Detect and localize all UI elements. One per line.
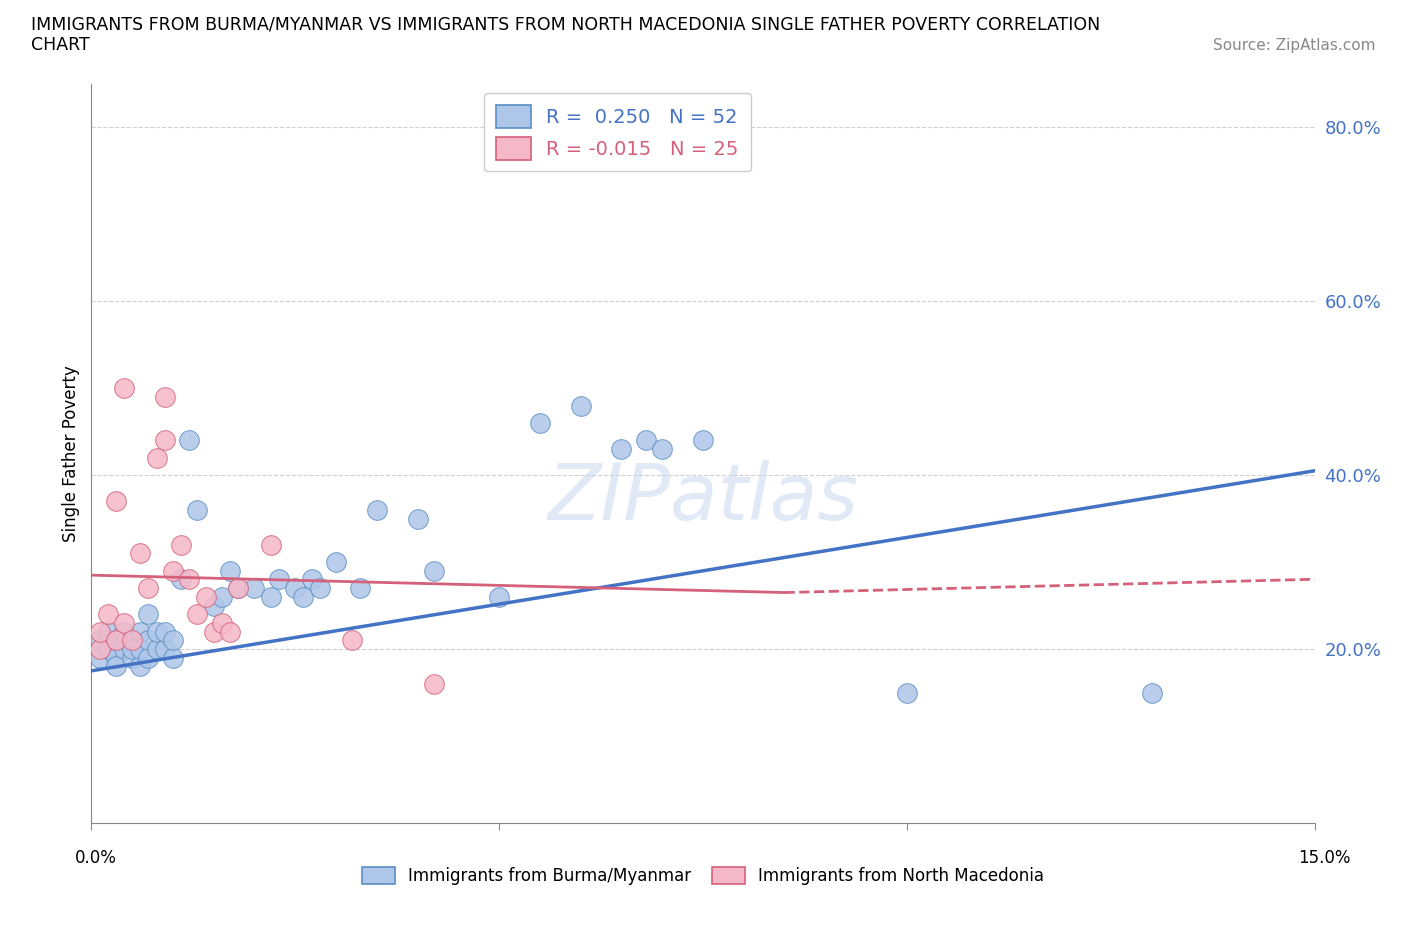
- Point: [211, 590, 233, 604]
- Point: [243, 580, 266, 595]
- Point: [121, 633, 143, 648]
- Point: [138, 580, 160, 595]
- Point: [138, 607, 160, 622]
- Point: [342, 633, 364, 648]
- Point: [121, 633, 143, 648]
- Point: [129, 546, 152, 561]
- Text: Source: ZipAtlas.com: Source: ZipAtlas.com: [1212, 38, 1375, 53]
- Point: [349, 580, 371, 595]
- Point: [89, 650, 111, 665]
- Point: [226, 580, 249, 595]
- Point: [634, 432, 657, 447]
- Point: [97, 642, 120, 657]
- Point: [104, 650, 127, 665]
- Point: [104, 494, 127, 509]
- Point: [692, 432, 714, 447]
- Point: [162, 650, 184, 665]
- Point: [423, 676, 446, 691]
- Point: [194, 590, 217, 604]
- Legend: Immigrants from Burma/Myanmar, Immigrants from North Macedonia: Immigrants from Burma/Myanmar, Immigrant…: [356, 860, 1050, 892]
- Point: [896, 685, 918, 700]
- Point: [219, 564, 242, 578]
- Point: [423, 564, 446, 578]
- Point: [219, 624, 242, 639]
- Legend: R =  0.250   N = 52, R = -0.015   N = 25: R = 0.250 N = 52, R = -0.015 N = 25: [484, 93, 751, 171]
- Text: CHART: CHART: [31, 36, 90, 54]
- Point: [179, 432, 201, 447]
- Point: [186, 607, 208, 622]
- Point: [170, 572, 193, 587]
- Point: [170, 538, 193, 552]
- Point: [89, 633, 111, 648]
- Point: [145, 450, 167, 465]
- Point: [112, 616, 135, 631]
- Point: [138, 633, 160, 648]
- Point: [104, 633, 127, 648]
- Point: [97, 624, 120, 639]
- Point: [202, 598, 225, 613]
- Point: [366, 502, 388, 517]
- Point: [145, 642, 167, 657]
- Point: [529, 416, 551, 431]
- Point: [153, 642, 176, 657]
- Y-axis label: Single Father Poverty: Single Father Poverty: [62, 365, 80, 542]
- Point: [104, 633, 127, 648]
- Point: [153, 624, 176, 639]
- Point: [406, 512, 429, 526]
- Point: [112, 624, 135, 639]
- Point: [129, 642, 152, 657]
- Point: [325, 554, 347, 569]
- Point: [569, 398, 592, 413]
- Point: [153, 432, 176, 447]
- Point: [301, 572, 323, 587]
- Point: [104, 659, 127, 674]
- Point: [488, 590, 510, 604]
- Point: [226, 580, 249, 595]
- Point: [610, 442, 633, 457]
- Point: [153, 390, 176, 405]
- Point: [112, 380, 135, 395]
- Point: [267, 572, 290, 587]
- Point: [186, 502, 208, 517]
- Point: [308, 580, 330, 595]
- Point: [260, 590, 283, 604]
- Text: 0.0%: 0.0%: [75, 849, 117, 867]
- Point: [202, 624, 225, 639]
- Text: IMMIGRANTS FROM BURMA/MYANMAR VS IMMIGRANTS FROM NORTH MACEDONIA SINGLE FATHER P: IMMIGRANTS FROM BURMA/MYANMAR VS IMMIGRA…: [31, 16, 1099, 33]
- Point: [162, 633, 184, 648]
- Point: [162, 564, 184, 578]
- Point: [260, 538, 283, 552]
- Text: 15.0%: 15.0%: [1298, 849, 1351, 867]
- Point: [211, 616, 233, 631]
- Point: [651, 442, 673, 457]
- Point: [112, 642, 135, 657]
- Point: [292, 590, 315, 604]
- Text: ZIPatlas: ZIPatlas: [547, 459, 859, 536]
- Point: [145, 624, 167, 639]
- Point: [89, 642, 111, 657]
- Point: [97, 607, 120, 622]
- Point: [89, 624, 111, 639]
- Point: [179, 572, 201, 587]
- Point: [129, 624, 152, 639]
- Point: [129, 659, 152, 674]
- Point: [138, 650, 160, 665]
- Point: [1140, 685, 1163, 700]
- Point: [121, 642, 143, 657]
- Point: [284, 580, 307, 595]
- Point: [121, 650, 143, 665]
